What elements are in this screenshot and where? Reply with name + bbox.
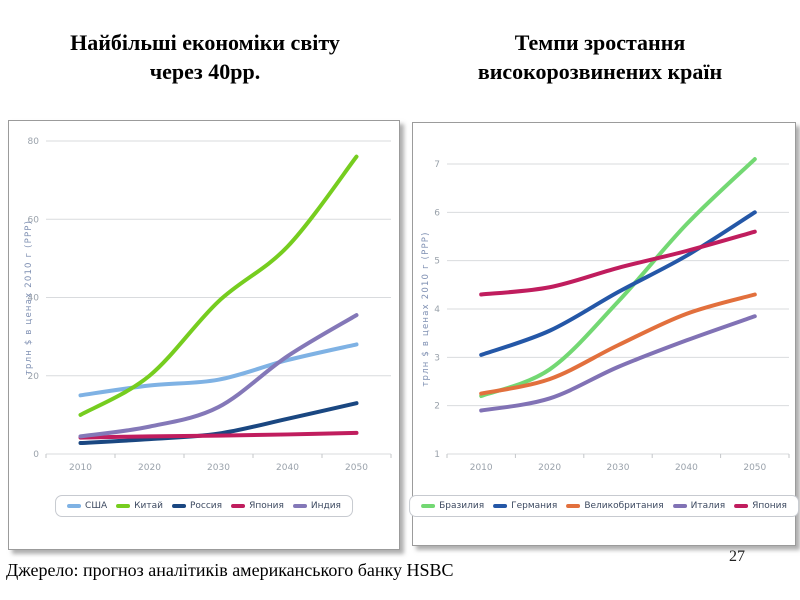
legend-label: Китай [134, 501, 163, 511]
left-chart-title-line1: Найбільші економіки світу [70, 30, 340, 55]
y-axis-label: трлн $ в ценах 2010 г (PPP) [421, 231, 431, 386]
y-tick-label: 1 [434, 450, 440, 460]
right-chart-title-line2: високорозвинених країн [477, 59, 723, 85]
x-tick-label: 2040 [276, 463, 299, 473]
legend-item: Япония [734, 501, 787, 511]
legend-swatch [493, 504, 508, 508]
x-tick-label: 2020 [538, 463, 561, 473]
legend-swatch [566, 504, 581, 508]
legend-swatch [116, 504, 131, 508]
y-tick-label: 6 [434, 208, 440, 218]
legend-label: Индия [310, 501, 341, 511]
y-tick-label: 5 [434, 257, 440, 267]
legend-swatch [231, 504, 246, 508]
legend-label: Япония [249, 501, 284, 511]
legend-swatch [292, 504, 307, 508]
y-axis-label: трлн $ в ценах 2010 г (PPP) [24, 220, 34, 375]
right-chart-title: Темпи зростання високорозвинених країн [410, 28, 790, 86]
legend-label: Россия [189, 501, 223, 511]
x-tick-label: 2010 [470, 463, 493, 473]
legend-label: Великобритания [584, 501, 664, 511]
right-chart: 1 2 3 4 5 6 7 2010 2020 2030 2040 2050 трлн $ в цена… [421, 157, 790, 473]
legend-swatch [67, 504, 82, 508]
right-chart-title-line1: Темпи зростання [514, 30, 686, 55]
series-line-Индия [78, 313, 359, 439]
right-chart-panel: 1 2 3 4 5 6 7 2010 2020 2030 2040 2050 трлн $ в цена… [409, 122, 799, 546]
legend-item: Россия [171, 501, 223, 511]
page-number: 27 [729, 548, 745, 565]
legend-item: Китай [116, 501, 163, 511]
source-note: Джерело: прогноз аналітиків американсько… [6, 560, 454, 580]
series-line-Япония [479, 229, 757, 297]
legend-label: Германия [511, 501, 558, 511]
y-tick-label: 60 [28, 215, 40, 225]
y-tick-label: 7 [434, 160, 440, 170]
y-tick-label: 4 [434, 305, 440, 315]
legend-item: Япония [231, 501, 284, 511]
y-tick-label: 40 [28, 294, 40, 304]
legend-swatch [672, 504, 687, 508]
legend-item: Великобритания [566, 501, 664, 511]
legend-item: Германия [493, 501, 557, 511]
series-line-Бразилия [479, 157, 757, 398]
left-chart-title-line2: через 40рр. [149, 59, 261, 85]
legend-label: Япония [752, 501, 787, 511]
x-tick-label: 2050 [743, 463, 766, 473]
series-line-Италия [479, 314, 757, 413]
legend-label: Бразилия [439, 501, 485, 511]
x-tick-label: 2030 [607, 463, 630, 473]
legend-swatch [421, 504, 436, 508]
right-chart-legend: Бразилия Германия Великобритания Италия Япон… [409, 495, 799, 517]
y-tick-label: 80 [28, 137, 40, 147]
y-tick-label: 3 [434, 353, 440, 363]
legend-item: Бразилия [421, 501, 484, 511]
left-chart-title: Найбільші економіки світу через 40рр. [10, 28, 400, 86]
legend-swatch [171, 504, 186, 508]
y-tick-label: 2 [434, 402, 440, 412]
legend-item: Италия [672, 501, 726, 511]
left-chart-legend: США Китай Россия Япония Индия [55, 495, 353, 517]
series-line-Япония [78, 430, 359, 440]
x-tick-label: 2050 [345, 463, 368, 473]
legend-item: США [67, 501, 107, 511]
x-tick-label: 2030 [207, 463, 230, 473]
legend-item: Индия [292, 501, 341, 511]
x-tick-label: 2040 [675, 463, 698, 473]
x-tick-label: 2020 [138, 463, 161, 473]
legend-label: США [85, 501, 108, 511]
y-tick-label: 20 [28, 372, 40, 382]
legend-label: Италия [690, 501, 726, 511]
series-line-Китай [78, 154, 359, 417]
y-tick-label: 0 [33, 450, 39, 460]
series-line-Германия [479, 210, 757, 357]
x-tick-label: 2010 [69, 463, 92, 473]
left-chart-panel: 0 20 40 60 80 2010 2020 2030 2040 2050 трлн $ в це… [8, 120, 400, 550]
legend-swatch [734, 504, 749, 508]
series-line-США [78, 342, 359, 398]
series-line-Великобритания [479, 292, 757, 396]
